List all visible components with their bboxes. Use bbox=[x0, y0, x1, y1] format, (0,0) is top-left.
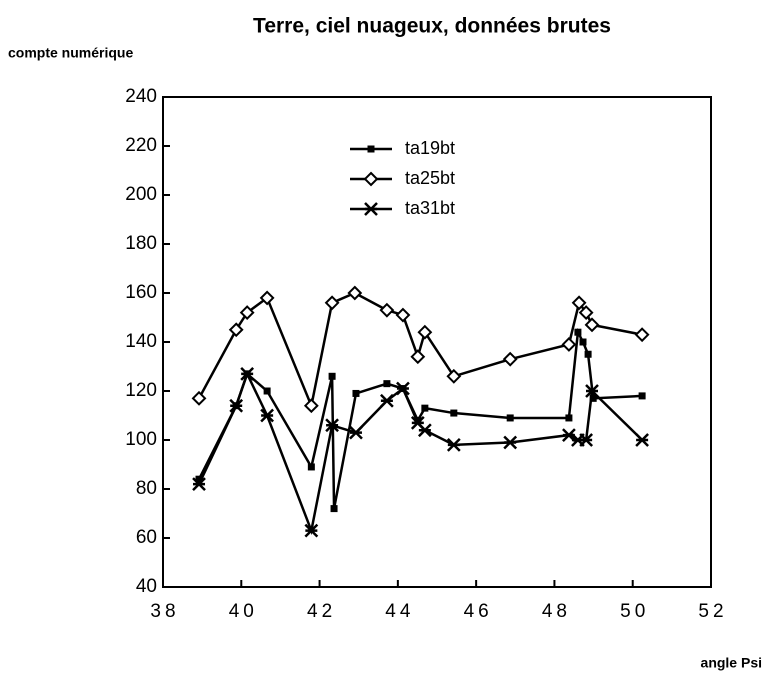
data-point bbox=[396, 381, 410, 396]
data-point bbox=[578, 305, 594, 321]
data-point bbox=[634, 327, 650, 343]
data-point bbox=[584, 350, 592, 358]
y-tick-label: 40 bbox=[136, 576, 157, 597]
data-point bbox=[446, 368, 462, 384]
legend-marker bbox=[363, 171, 379, 187]
data-point bbox=[574, 328, 582, 336]
data-point bbox=[347, 285, 363, 301]
y-tick-label: 200 bbox=[125, 184, 157, 205]
data-point bbox=[565, 414, 573, 422]
series-line bbox=[197, 370, 643, 536]
data-point bbox=[380, 393, 394, 408]
x-axis-label: angle Psi bbox=[701, 655, 762, 671]
data-point bbox=[395, 307, 411, 323]
y-tick-label: 220 bbox=[125, 135, 157, 156]
x-tick-label: 38 bbox=[150, 601, 179, 622]
x-tick-label: 40 bbox=[229, 601, 258, 622]
data-point bbox=[379, 302, 395, 318]
data-point bbox=[303, 398, 319, 414]
chart-title: Terre, ciel nuageux, données brutes bbox=[253, 15, 611, 38]
data-point bbox=[307, 463, 315, 471]
legend-label: ta25bt bbox=[405, 168, 455, 188]
y-tick-label: 60 bbox=[136, 527, 157, 548]
data-point bbox=[638, 392, 646, 400]
data-point bbox=[571, 295, 587, 311]
data-point bbox=[561, 337, 577, 352]
data-point bbox=[229, 398, 244, 413]
data-point bbox=[589, 394, 597, 402]
data-point bbox=[584, 317, 600, 333]
data-point bbox=[239, 305, 255, 321]
data-point bbox=[417, 324, 433, 340]
data-point bbox=[330, 505, 338, 513]
data-point bbox=[304, 523, 319, 538]
data-point bbox=[383, 380, 391, 388]
y-tick-label: 100 bbox=[125, 429, 157, 450]
x-tick-label: 52 bbox=[698, 601, 727, 622]
data-point bbox=[579, 338, 587, 346]
data-point bbox=[260, 408, 275, 423]
x-tick-label: 48 bbox=[542, 601, 571, 622]
data-point bbox=[259, 290, 275, 306]
data-point bbox=[240, 366, 255, 381]
y-tick-label: 120 bbox=[125, 380, 157, 401]
x-tick-label: 46 bbox=[464, 601, 493, 622]
data-point bbox=[192, 477, 206, 491]
data-point bbox=[585, 384, 599, 398]
data-point bbox=[417, 423, 432, 438]
y-tick-label: 180 bbox=[125, 233, 157, 254]
legend-label: ta19bt bbox=[405, 138, 455, 158]
data-point bbox=[421, 404, 429, 412]
data-point bbox=[450, 409, 458, 417]
data-point bbox=[328, 372, 336, 380]
data-point bbox=[352, 389, 360, 397]
legend-marker bbox=[367, 145, 375, 153]
data-point bbox=[195, 475, 203, 483]
y-tick-label: 80 bbox=[136, 478, 157, 499]
x-tick-label: 42 bbox=[307, 601, 336, 622]
legend-label: ta31bt bbox=[405, 198, 455, 218]
y-tick-label: 240 bbox=[125, 86, 157, 107]
legend-marker bbox=[364, 202, 378, 216]
data-point bbox=[349, 425, 363, 440]
y-tick-label: 140 bbox=[125, 331, 157, 352]
data-point bbox=[410, 349, 426, 365]
data-point bbox=[325, 418, 339, 433]
data-point bbox=[635, 433, 649, 447]
data-point bbox=[503, 435, 518, 450]
data-point bbox=[324, 295, 340, 311]
data-point bbox=[228, 322, 244, 338]
data-point bbox=[579, 433, 594, 447]
data-point bbox=[502, 351, 518, 367]
x-tick-label: 44 bbox=[385, 601, 414, 622]
data-point bbox=[263, 387, 271, 395]
y-tick-label: 160 bbox=[125, 282, 157, 303]
data-point bbox=[191, 390, 207, 406]
x-tick-label: 50 bbox=[620, 601, 649, 622]
y-axis-label: compte numérique bbox=[8, 45, 133, 61]
data-point bbox=[506, 414, 514, 422]
data-point bbox=[446, 438, 461, 452]
